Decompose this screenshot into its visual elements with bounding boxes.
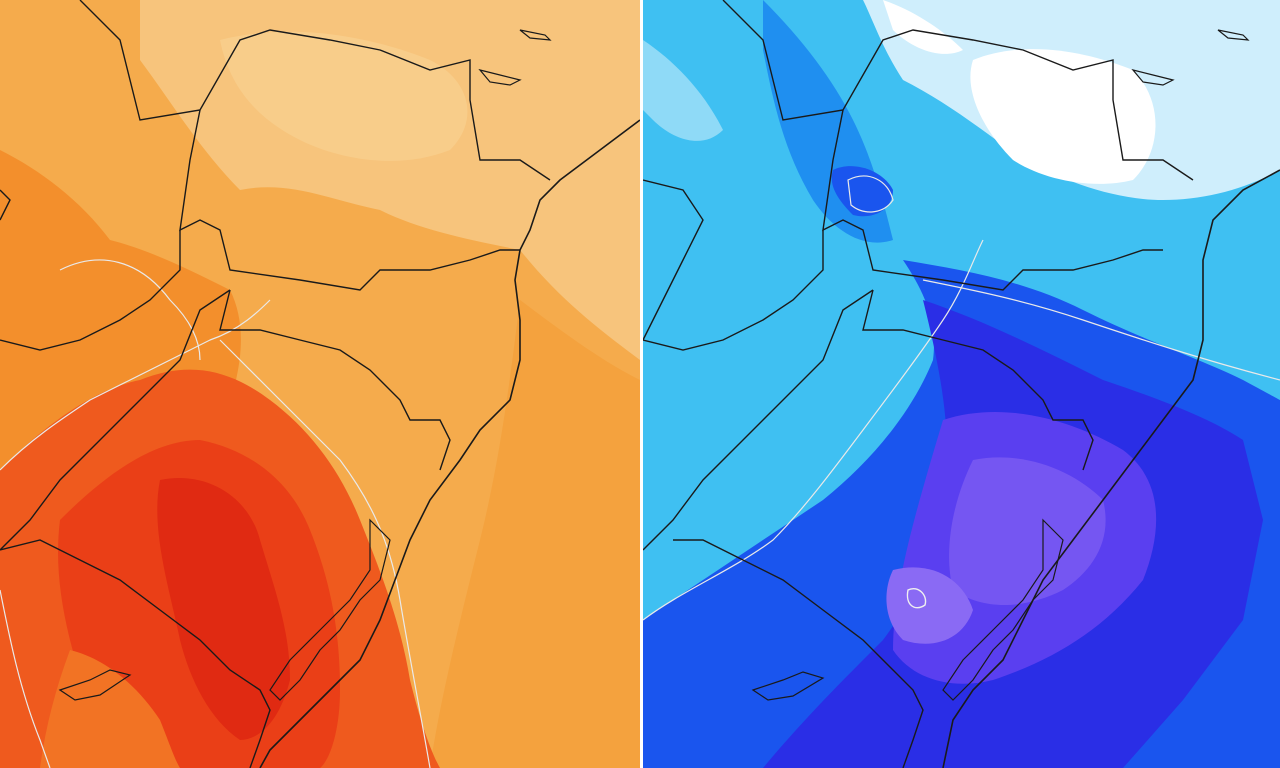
cold-coastline (942, 169, 1280, 768)
warm-border-north (79, 0, 551, 181)
cold-border-west (643, 179, 824, 351)
cold-lagoon (942, 518, 1064, 701)
cold-estuary (751, 671, 825, 701)
cold-reservoir (1131, 68, 1175, 86)
cold-map-panel (643, 0, 1280, 768)
warm-contour-1 (0, 299, 271, 471)
warm-map (0, 0, 640, 768)
cold-white-top (883, 0, 963, 54)
warm-border-argentina (0, 289, 231, 551)
warm-ocean-band (430, 300, 640, 768)
warm-light-patch (220, 31, 468, 161)
cold-contour-4 (906, 588, 927, 609)
warm-reservoir-2 (519, 29, 552, 41)
warm-contour-4 (0, 589, 51, 768)
warm-red-core (157, 478, 290, 740)
panel-divider (640, 0, 643, 768)
cold-violet-core (886, 567, 973, 644)
warm-contour-3 (219, 339, 431, 768)
cold-violet-inner (949, 457, 1106, 605)
cold-white-patch (970, 49, 1156, 184)
cold-border-argentina (643, 289, 874, 551)
warm-map-panel (0, 0, 640, 768)
cold-contour-1 (643, 239, 984, 621)
cold-border-north (722, 0, 1194, 181)
cold-map (643, 0, 1280, 768)
cold-contour-2 (922, 279, 1280, 381)
cold-border-uruguay (673, 539, 924, 768)
warm-border-southern (219, 289, 451, 471)
warm-border-west (0, 230, 181, 351)
warm-reservoir (478, 68, 522, 86)
warm-lagoon (269, 518, 391, 701)
warm-southwest-patch (40, 650, 180, 768)
cold-reservoir-2 (1217, 29, 1250, 41)
cold-contour-3 (847, 175, 894, 213)
warm-coastline (259, 119, 640, 768)
warm-estuary (58, 669, 132, 701)
warm-border-uruguay (0, 539, 271, 768)
cold-border-southern (862, 289, 1094, 471)
cold-light-west (643, 40, 723, 141)
cold-small-dark (831, 166, 893, 217)
warm-border-west-top (0, 189, 11, 221)
warm-contour-2 (59, 259, 201, 361)
